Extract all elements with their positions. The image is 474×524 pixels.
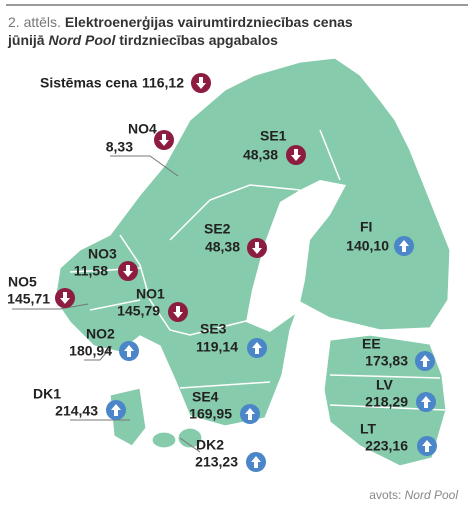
trend-arrow — [154, 130, 174, 150]
source: avots: Nord Pool — [369, 488, 458, 502]
region-name: DK2 — [196, 437, 224, 453]
borders — [69, 129, 446, 411]
border — [329, 374, 441, 379]
title: 2. attēls. Elektroenerģijas vairumtirdzn… — [8, 13, 353, 49]
arrow-shape — [252, 242, 262, 254]
leaders — [12, 155, 201, 453]
arrow-shape — [123, 265, 133, 277]
arrow-shape — [252, 342, 262, 354]
trend-arrow — [119, 341, 139, 361]
leader — [110, 155, 179, 177]
trend-arrow — [247, 338, 267, 358]
system-price-label: Sistēmas cena — [40, 75, 137, 91]
border — [119, 234, 251, 336]
border — [319, 129, 341, 181]
island — [151, 431, 177, 449]
leader — [12, 303, 89, 310]
region-price: 8,33 — [106, 139, 133, 155]
title-text: tirdzniecības apgabalos — [119, 32, 278, 48]
region-price: 145,71 — [7, 291, 50, 307]
border — [179, 381, 271, 389]
region-price: 169,95 — [189, 406, 232, 422]
source-label: avots: — [369, 488, 402, 502]
region-price: 48,38 — [205, 239, 240, 255]
region-name: NO4 — [128, 121, 157, 137]
region-price: 145,79 — [117, 303, 160, 319]
arrow-shape — [420, 355, 430, 367]
arrow-shape — [421, 396, 431, 408]
arrow-shape — [422, 440, 432, 452]
trend-arrow — [416, 392, 436, 412]
source-name: Nord Pool — [404, 488, 458, 502]
arrow-shape — [159, 134, 169, 146]
island — [177, 427, 203, 449]
arrow-shape — [291, 149, 301, 161]
region-price: 213,23 — [195, 454, 238, 470]
region-name: EE — [362, 336, 381, 352]
border — [89, 299, 141, 311]
figure-number: 2. attēls. — [8, 14, 61, 30]
title-text: Nord Pool — [48, 32, 116, 48]
region-name: SE2 — [204, 221, 231, 237]
trend-arrow — [246, 452, 266, 472]
arrow-shape — [124, 345, 134, 357]
arrow-shape — [173, 306, 183, 318]
arrow-shape — [245, 408, 255, 420]
trend-arrow — [168, 302, 188, 322]
arrow-shape — [111, 404, 121, 416]
region-price: 218,29 — [365, 394, 408, 410]
leader — [84, 345, 113, 361]
trend-arrow — [240, 404, 260, 424]
trend-arrow — [118, 261, 138, 281]
region-price: 140,10 — [346, 238, 389, 254]
trend-arrow — [417, 436, 437, 456]
region-name: SE4 — [192, 389, 219, 405]
region-name: NO2 — [86, 326, 115, 342]
sea — [246, 180, 346, 332]
title-text: Elektroenerģijas vairumtirdzniecības cen… — [64, 14, 353, 30]
region-price: 48,38 — [243, 147, 278, 163]
trend-arrow — [55, 288, 75, 308]
trend-arrow — [286, 145, 306, 165]
system-price-value: 116,12 — [142, 75, 184, 91]
title-text: jūnijā — [8, 32, 45, 48]
trend-arrow — [191, 73, 211, 93]
region-price: 119,14 — [196, 339, 238, 355]
region-name: NO1 — [136, 286, 165, 302]
region-price: 180,94 — [69, 343, 112, 359]
region-price: 223,16 — [365, 438, 408, 454]
region-name: DK1 — [33, 386, 61, 402]
region-name: LV — [376, 377, 394, 393]
top-rule — [6, 4, 468, 6]
trend-arrow — [247, 238, 267, 258]
border — [169, 184, 301, 241]
trend-arrow — [394, 236, 414, 256]
region-price: 11,58 — [74, 263, 108, 279]
trend-arrow — [106, 400, 126, 420]
arrow-shape — [251, 456, 261, 468]
region-name: NO5 — [8, 274, 37, 290]
region-name: FI — [360, 219, 372, 235]
system-price-box — [30, 70, 216, 96]
arrow-shape — [399, 240, 409, 252]
region-price: 173,83 — [365, 353, 408, 369]
region-price: 214,43 — [55, 403, 98, 419]
trend-arrow — [415, 351, 435, 371]
arrow-shape — [60, 292, 70, 304]
region-name: LT — [360, 421, 377, 437]
baltics — [323, 334, 447, 467]
region-name: SE3 — [200, 321, 227, 337]
arrow-shape — [196, 77, 206, 89]
region-name: SE1 — [260, 128, 287, 144]
region-name: NO3 — [88, 246, 117, 262]
leader — [179, 437, 201, 453]
